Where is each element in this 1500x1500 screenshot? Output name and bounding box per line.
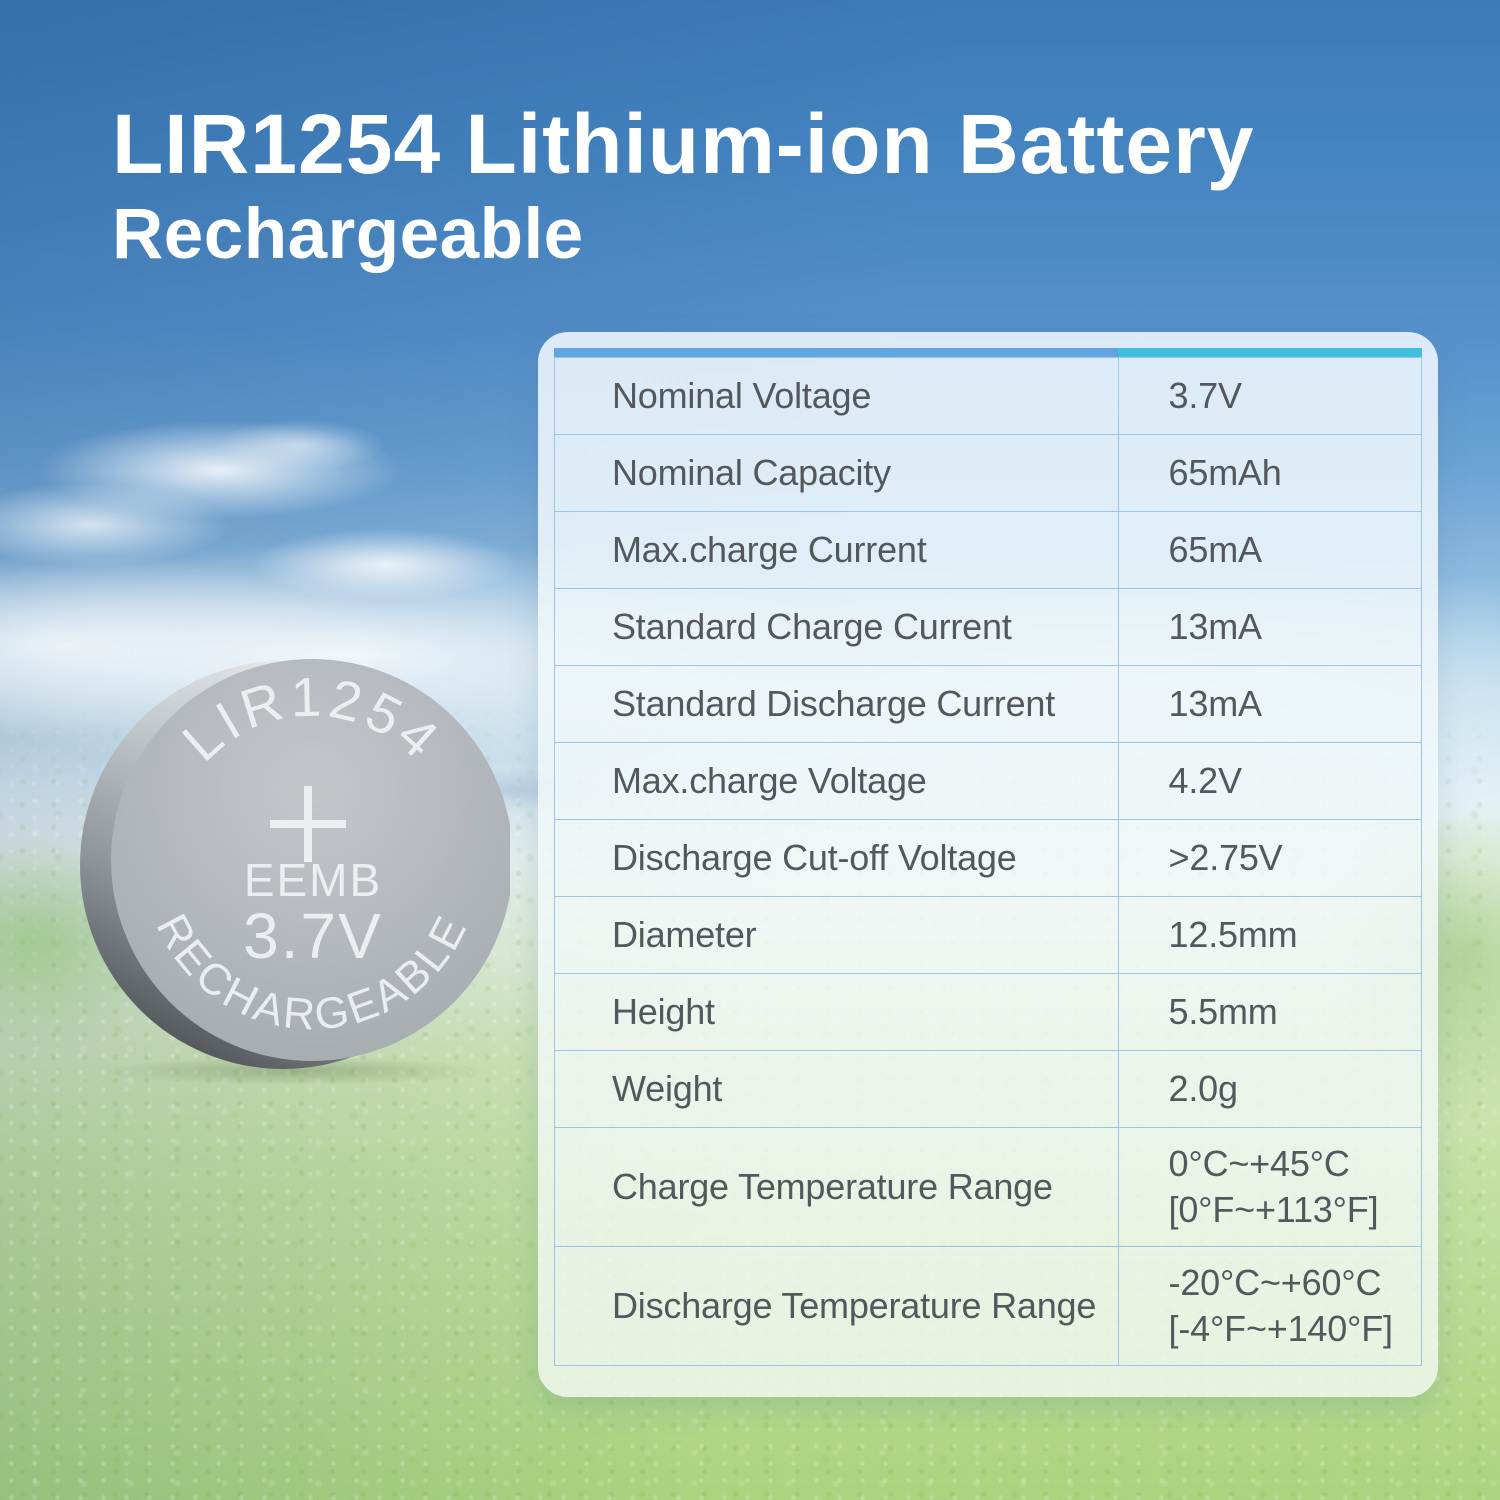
spec-table-row: Discharge Cut-off Voltage >2.75V: [554, 819, 1423, 897]
spec-label: Nominal Voltage: [554, 357, 1119, 435]
spec-label: Max.charge Voltage: [554, 742, 1119, 820]
spec-value: 0°C~+45°C [0°F~+113°F]: [1117, 1127, 1423, 1247]
spec-value: 4.2V: [1117, 742, 1423, 820]
battery-brand-text: EEMB: [244, 854, 382, 906]
spec-table-row: Discharge Temperature Range -20°C~+60°C […: [554, 1246, 1423, 1366]
spec-table-row: Charge Temperature Range 0°C~+45°C [0°F~+…: [554, 1127, 1423, 1247]
spec-value: 65mAh: [1117, 434, 1423, 512]
spec-value-line: 0°C~+45°C: [1168, 1143, 1350, 1184]
spec-table-row: Weight 2.0g: [554, 1050, 1423, 1128]
spec-value-line: -20°C~+60°C: [1168, 1262, 1382, 1303]
spec-table-row: Diameter 12.5mm: [554, 896, 1423, 974]
spec-value: 3.7V: [1117, 357, 1423, 435]
spec-table-body: Nominal Voltage 3.7V Nominal Capacity 65…: [554, 357, 1423, 1366]
spec-table-row: Standard Charge Current 13mA: [554, 588, 1423, 666]
spec-label: Max.charge Current: [554, 511, 1119, 589]
spec-value-line: [-4°F~+140°F]: [1168, 1308, 1394, 1349]
spec-label: Height: [554, 973, 1119, 1051]
battery-voltage-text: 3.7V: [243, 900, 383, 972]
spec-value: >2.75V: [1117, 819, 1423, 897]
accent-bar-right: [1118, 348, 1422, 357]
battery-coin-cell-image: LIR1254 EEMB 3.7V RECHARGEABLE: [80, 659, 510, 1085]
spec-card: Nominal Voltage 3.7V Nominal Capacity 65…: [538, 332, 1438, 1397]
spec-label: Weight: [554, 1050, 1119, 1128]
spec-value: 65mA: [1117, 511, 1423, 589]
spec-value: 2.0g: [1117, 1050, 1423, 1128]
spec-label: Diameter: [554, 896, 1119, 974]
spec-value: 5.5mm: [1117, 973, 1423, 1051]
accent-bar-left: [554, 348, 1119, 357]
spec-label: Charge Temperature Range: [554, 1127, 1119, 1247]
table-accent-bar: [554, 348, 1422, 357]
spec-table-row: Standard Discharge Current 13mA: [554, 665, 1423, 743]
battery-shadow: [100, 1057, 490, 1085]
headline-block: LIR1254 Lithium-ion Battery Rechargeable: [112, 98, 1255, 274]
spec-label: Standard Discharge Current: [554, 665, 1119, 743]
spec-value: 13mA: [1117, 588, 1423, 666]
spec-table-row: Nominal Capacity 65mAh: [554, 434, 1423, 512]
spec-value: 12.5mm: [1117, 896, 1423, 974]
spec-table-row: Max.charge Current 65mA: [554, 511, 1423, 589]
spec-label: Discharge Cut-off Voltage: [554, 819, 1119, 897]
spec-value-line: [0°F~+113°F]: [1168, 1189, 1379, 1230]
battery-plus-icon: [270, 786, 346, 862]
page-subtitle: Rechargeable: [112, 195, 584, 275]
spec-value: -20°C~+60°C [-4°F~+140°F]: [1117, 1246, 1423, 1366]
spec-table-row: Nominal Voltage 3.7V: [554, 357, 1423, 435]
spec-table: Nominal Voltage 3.7V Nominal Capacity 65…: [554, 357, 1423, 1366]
spec-label: Discharge Temperature Range: [554, 1246, 1119, 1366]
spec-table-row: Height 5.5mm: [554, 973, 1423, 1051]
spec-table-row: Max.charge Voltage 4.2V: [554, 742, 1423, 820]
spec-value: 13mA: [1117, 665, 1423, 743]
spec-label: Nominal Capacity: [554, 434, 1119, 512]
spec-label: Standard Charge Current: [554, 588, 1119, 666]
page-title: LIR1254 Lithium-ion Battery: [112, 97, 1255, 191]
